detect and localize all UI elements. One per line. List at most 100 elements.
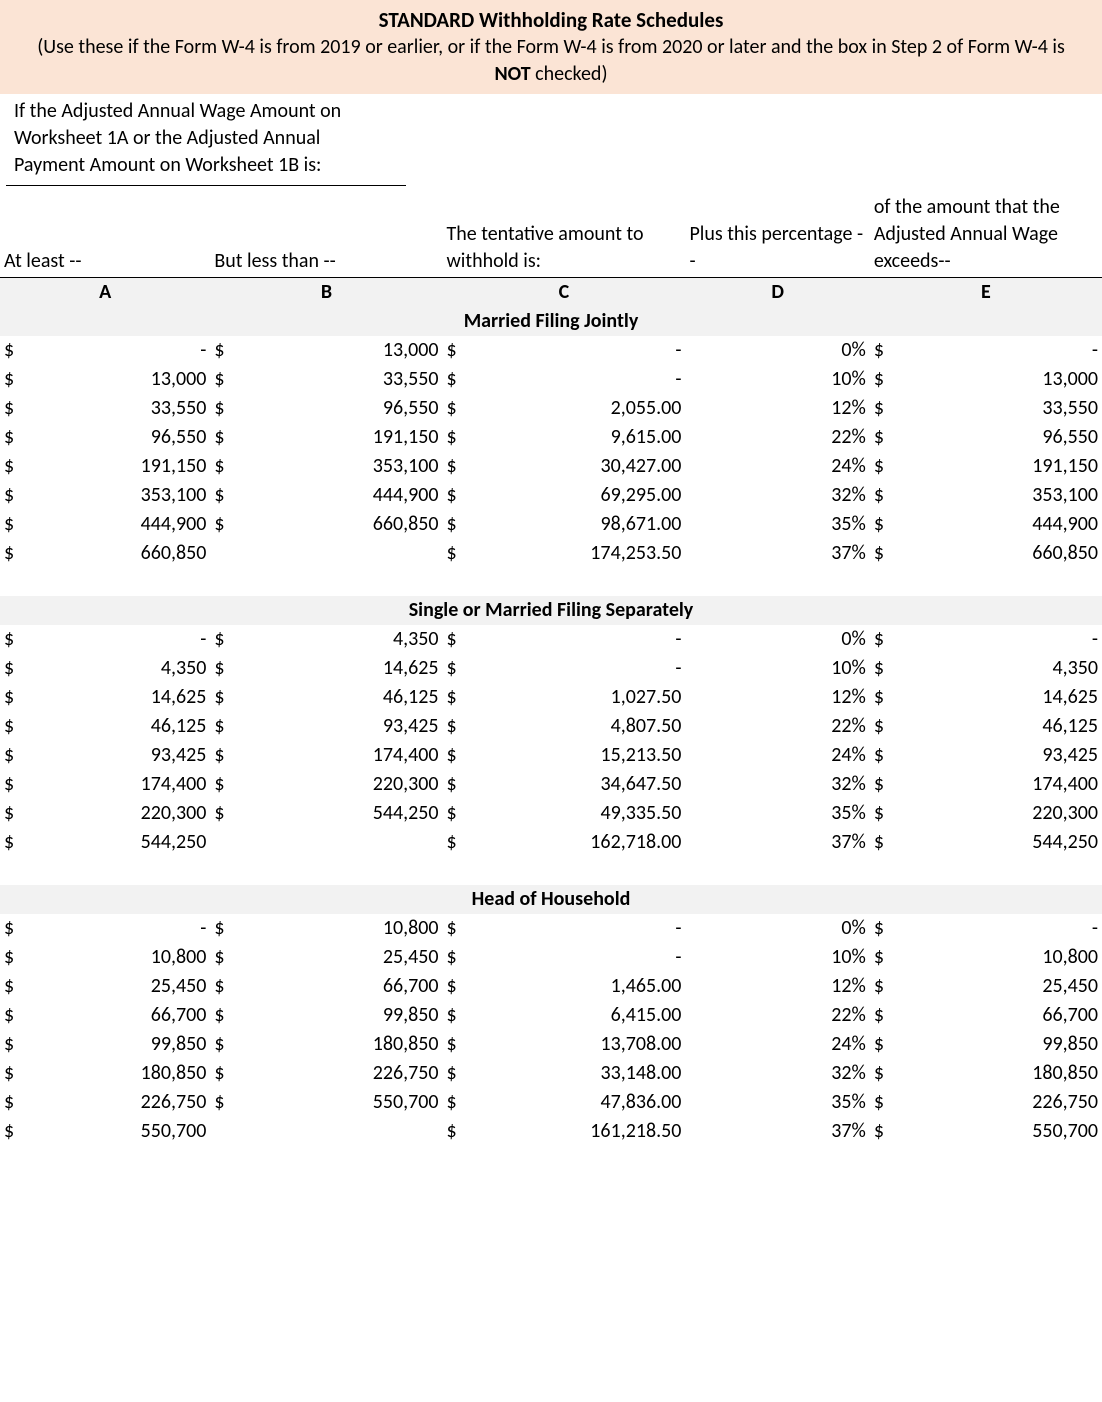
table-row: $550,700$161,218.5037%$550,700	[0, 1117, 1102, 1146]
cell-less-than: 66,700	[236, 972, 442, 1001]
table-row: $4,350$14,625$-10%$4,350	[0, 654, 1102, 683]
cell-less-than: 220,300	[236, 770, 442, 799]
cell-at-least: 96,550	[26, 423, 210, 452]
cell-withhold: 47,836.00	[469, 1088, 686, 1117]
currency-symbol: $	[443, 1059, 469, 1088]
cell-withhold: 69,295.00	[469, 481, 686, 510]
cell-less-than: 226,750	[236, 1059, 442, 1088]
cell-withhold: 49,335.50	[469, 799, 686, 828]
currency-symbol: $	[870, 1030, 896, 1059]
currency-symbol: $	[870, 943, 896, 972]
table-row: $99,850$180,850$13,708.0024%$99,850	[0, 1030, 1102, 1059]
currency-symbol: $	[443, 481, 469, 510]
column-header-row: At least -- But less than -- The tentati…	[0, 186, 1102, 278]
cell-less-than: 550,700	[236, 1088, 442, 1117]
currency-symbol: $	[0, 914, 26, 943]
currency-symbol: $	[443, 828, 469, 857]
table-row: $180,850$226,750$33,148.0032%$180,850	[0, 1059, 1102, 1088]
currency-symbol	[210, 539, 236, 568]
currency-symbol: $	[443, 1030, 469, 1059]
cell-withhold: -	[469, 914, 686, 943]
currency-symbol: $	[443, 336, 469, 365]
cell-at-least: 66,700	[26, 1001, 210, 1030]
cell-at-least: 191,150	[26, 452, 210, 481]
currency-symbol: $	[443, 1001, 469, 1030]
table-row: $10,800$25,450$-10%$10,800	[0, 943, 1102, 972]
currency-symbol: $	[210, 1088, 236, 1117]
cell-at-least: -	[26, 914, 210, 943]
col-letter-a: A	[0, 278, 210, 308]
cell-percentage: 22%	[685, 1001, 869, 1030]
cell-percentage: 22%	[685, 423, 869, 452]
cell-exceeds: 96,550	[896, 423, 1102, 452]
cell-exceeds: 46,125	[896, 712, 1102, 741]
header-sub-post: checked)	[531, 62, 608, 86]
cell-at-least: 660,850	[26, 539, 210, 568]
cell-at-least: 226,750	[26, 1088, 210, 1117]
currency-symbol: $	[870, 683, 896, 712]
intro-line: Payment Amount on Worksheet 1B is:	[14, 152, 398, 179]
currency-symbol: $	[210, 972, 236, 1001]
cell-withhold: 6,415.00	[469, 1001, 686, 1030]
withholding-table: At least -- But less than -- The tentati…	[0, 186, 1102, 1174]
cell-exceeds: 14,625	[896, 683, 1102, 712]
currency-symbol: $	[210, 423, 236, 452]
cell-exceeds: -	[896, 625, 1102, 654]
currency-symbol: $	[0, 423, 26, 452]
cell-percentage: 35%	[685, 1088, 869, 1117]
cell-exceeds: 25,450	[896, 972, 1102, 1001]
currency-symbol: $	[0, 1001, 26, 1030]
cell-exceeds: 353,100	[896, 481, 1102, 510]
currency-symbol: $	[0, 394, 26, 423]
cell-exceeds: 180,850	[896, 1059, 1102, 1088]
cell-withhold: 33,148.00	[469, 1059, 686, 1088]
cell-exceeds: 99,850	[896, 1030, 1102, 1059]
cell-at-least: 13,000	[26, 365, 210, 394]
spacer-row	[0, 1146, 1102, 1174]
cell-less-than: 33,550	[236, 365, 442, 394]
currency-symbol: $	[870, 712, 896, 741]
cell-withhold: 162,718.00	[469, 828, 686, 857]
table-row: $444,900$660,850$98,671.0035%$444,900	[0, 510, 1102, 539]
header-title: STANDARD Withholding Rate Schedules	[20, 6, 1082, 34]
col-header-a: At least --	[0, 186, 210, 278]
cell-less-than	[236, 1117, 442, 1146]
cell-at-least: 33,550	[26, 394, 210, 423]
cell-percentage: 12%	[685, 972, 869, 1001]
currency-symbol: $	[870, 828, 896, 857]
currency-symbol: $	[0, 625, 26, 654]
cell-percentage: 12%	[685, 394, 869, 423]
currency-symbol: $	[870, 799, 896, 828]
currency-symbol: $	[443, 452, 469, 481]
currency-symbol: $	[0, 741, 26, 770]
currency-symbol: $	[870, 1117, 896, 1146]
section-title: Married Filing Jointly	[0, 307, 1102, 336]
table-row: $660,850$174,253.5037%$660,850	[0, 539, 1102, 568]
cell-less-than: 46,125	[236, 683, 442, 712]
header-box: STANDARD Withholding Rate Schedules (Use…	[0, 0, 1102, 94]
cell-percentage: 32%	[685, 770, 869, 799]
cell-withhold: 9,615.00	[469, 423, 686, 452]
cell-percentage: 32%	[685, 1059, 869, 1088]
cell-withhold: 2,055.00	[469, 394, 686, 423]
currency-symbol: $	[0, 943, 26, 972]
cell-exceeds: -	[896, 914, 1102, 943]
column-letter-row: A B C D E	[0, 278, 1102, 308]
col-letter-d: D	[685, 278, 869, 308]
currency-symbol: $	[210, 394, 236, 423]
currency-symbol: $	[0, 799, 26, 828]
currency-symbol: $	[210, 770, 236, 799]
header-subtitle: (Use these if the Form W-4 is from 2019 …	[20, 34, 1082, 88]
cell-percentage: 10%	[685, 943, 869, 972]
currency-symbol: $	[0, 1117, 26, 1146]
table-row: $-$4,350$-0%$-	[0, 625, 1102, 654]
cell-exceeds: 174,400	[896, 770, 1102, 799]
currency-symbol: $	[443, 365, 469, 394]
col-header-e: of the amount that the Adjusted Annual W…	[870, 186, 1102, 278]
cell-withhold: 30,427.00	[469, 452, 686, 481]
cell-less-than: 660,850	[236, 510, 442, 539]
currency-symbol: $	[210, 336, 236, 365]
cell-less-than	[236, 539, 442, 568]
cell-at-least: -	[26, 625, 210, 654]
cell-less-than: 93,425	[236, 712, 442, 741]
